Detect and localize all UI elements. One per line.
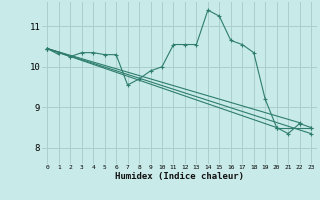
X-axis label: Humidex (Indice chaleur): Humidex (Indice chaleur) (115, 172, 244, 181)
